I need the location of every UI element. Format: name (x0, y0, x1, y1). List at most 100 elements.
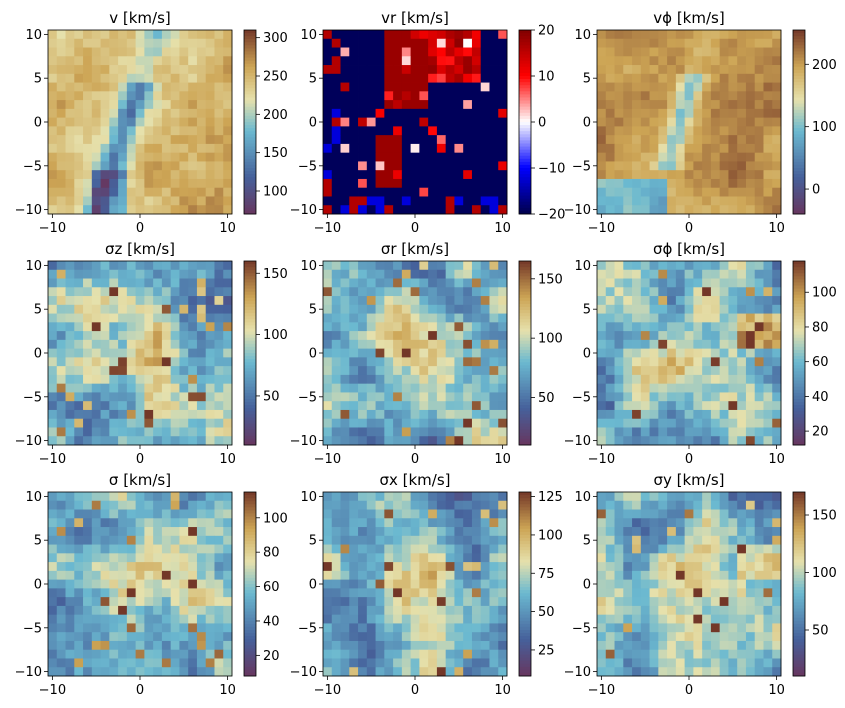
heatmap-cell (605, 509, 615, 519)
colorbar-segment (793, 346, 805, 351)
heatmap-cell (684, 117, 694, 127)
heatmap-cell (675, 614, 686, 624)
heatmap-cell (419, 178, 429, 189)
heatmap-cell (719, 436, 729, 446)
heatmap-cell (728, 170, 738, 180)
heatmap-cell (393, 436, 403, 446)
heatmap-cell (196, 509, 207, 519)
heatmap-cell (605, 348, 615, 358)
heatmap-cell (640, 143, 650, 154)
heatmap-cell (597, 56, 607, 66)
heatmap-cell (436, 579, 447, 589)
heatmap-cell (223, 65, 233, 75)
heatmap-cell (623, 427, 633, 437)
heatmap-cell (205, 339, 215, 350)
heatmap-cell (763, 418, 773, 428)
heatmap-cell (135, 30, 145, 40)
heatmap-cell (214, 196, 224, 206)
heatmap-cell (384, 366, 394, 376)
heatmap-cell (109, 261, 119, 271)
heatmap-cell (632, 658, 642, 668)
heatmap-cell (384, 348, 394, 358)
heatmap-cell (702, 100, 712, 110)
heatmap-cell (144, 427, 154, 437)
heatmap-cell (419, 632, 429, 642)
heatmap-cell (331, 205, 341, 215)
y-tick-label: −5 (23, 390, 42, 405)
heatmap-cell (223, 161, 233, 171)
colorbar-segment (244, 648, 256, 652)
heatmap-cell (763, 187, 773, 197)
heatmap-cell (623, 178, 633, 189)
heatmap-cell (597, 304, 607, 314)
heatmap-cell (366, 117, 376, 127)
heatmap-cell (463, 269, 473, 279)
heatmap-cell (323, 143, 333, 154)
heatmap-cell (109, 161, 119, 171)
heatmap-cell (667, 535, 677, 545)
heatmap-cell (196, 196, 207, 206)
heatmap-cell (498, 304, 508, 314)
colorbar-segment (793, 435, 805, 440)
heatmap-cell (471, 588, 482, 598)
heatmap-cell (728, 427, 738, 437)
heatmap-cell (366, 187, 376, 197)
heatmap-cell (179, 544, 189, 554)
heatmap-cell (419, 339, 429, 350)
heatmap-cell (214, 56, 224, 66)
colorbar-segment (244, 417, 256, 421)
colorbar-segment (244, 353, 256, 357)
heatmap-cell (401, 82, 412, 92)
heatmap-cell (454, 392, 464, 402)
heatmap-cell (667, 261, 677, 271)
heatmap-cell (188, 418, 198, 428)
colorbar-segment (519, 420, 531, 424)
colorbar-tick-label: 150 (263, 146, 288, 161)
colorbar-segment (519, 377, 531, 381)
heatmap-cell (471, 56, 482, 66)
heatmap-cell (331, 579, 341, 589)
heatmap-cell (693, 553, 703, 563)
heatmap-cell (188, 296, 198, 306)
colorbar-segment (519, 639, 531, 643)
heatmap-cell (428, 117, 438, 127)
heatmap-cell (109, 527, 119, 537)
heatmap-cell (100, 588, 110, 598)
heatmap-cell (323, 544, 333, 554)
heatmap-cell (632, 126, 642, 136)
heatmap-cell (340, 401, 350, 411)
heatmap-cell (498, 205, 508, 215)
heatmap-cell (144, 392, 154, 402)
colorbar-segment (793, 580, 805, 585)
colorbar-segment (519, 143, 531, 147)
heatmap-cell (693, 196, 703, 206)
heatmap-cell (401, 339, 412, 350)
heatmap-cell (658, 588, 668, 598)
heatmap-cell (401, 649, 412, 659)
heatmap-cell (454, 278, 464, 288)
heatmap-cell (384, 30, 394, 40)
heatmap-cell (597, 544, 607, 554)
heatmap-cell (763, 178, 773, 189)
colorbar-segment (519, 648, 531, 652)
colorbar-segment (244, 602, 256, 606)
heatmap-cell (745, 570, 756, 581)
heatmap-cell (74, 535, 84, 545)
heatmap-cell (375, 135, 385, 145)
heatmap-cell (118, 527, 128, 537)
heatmap-cell (614, 339, 624, 350)
heatmap-cell (135, 509, 145, 519)
heatmap-cell (109, 357, 119, 367)
colorbar-segment (793, 183, 805, 187)
heatmap-cell (754, 117, 764, 127)
heatmap-cell (48, 392, 58, 402)
heatmap-cell (65, 553, 75, 563)
heatmap-cell (489, 366, 499, 376)
heatmap-cell (161, 605, 172, 616)
heatmap-cell (91, 500, 101, 510)
heatmap-cell (223, 178, 233, 189)
heatmap-cell (48, 579, 58, 589)
heatmap-cell (436, 38, 447, 48)
colorbar-segment (519, 636, 531, 640)
heatmap-cell (223, 135, 233, 145)
